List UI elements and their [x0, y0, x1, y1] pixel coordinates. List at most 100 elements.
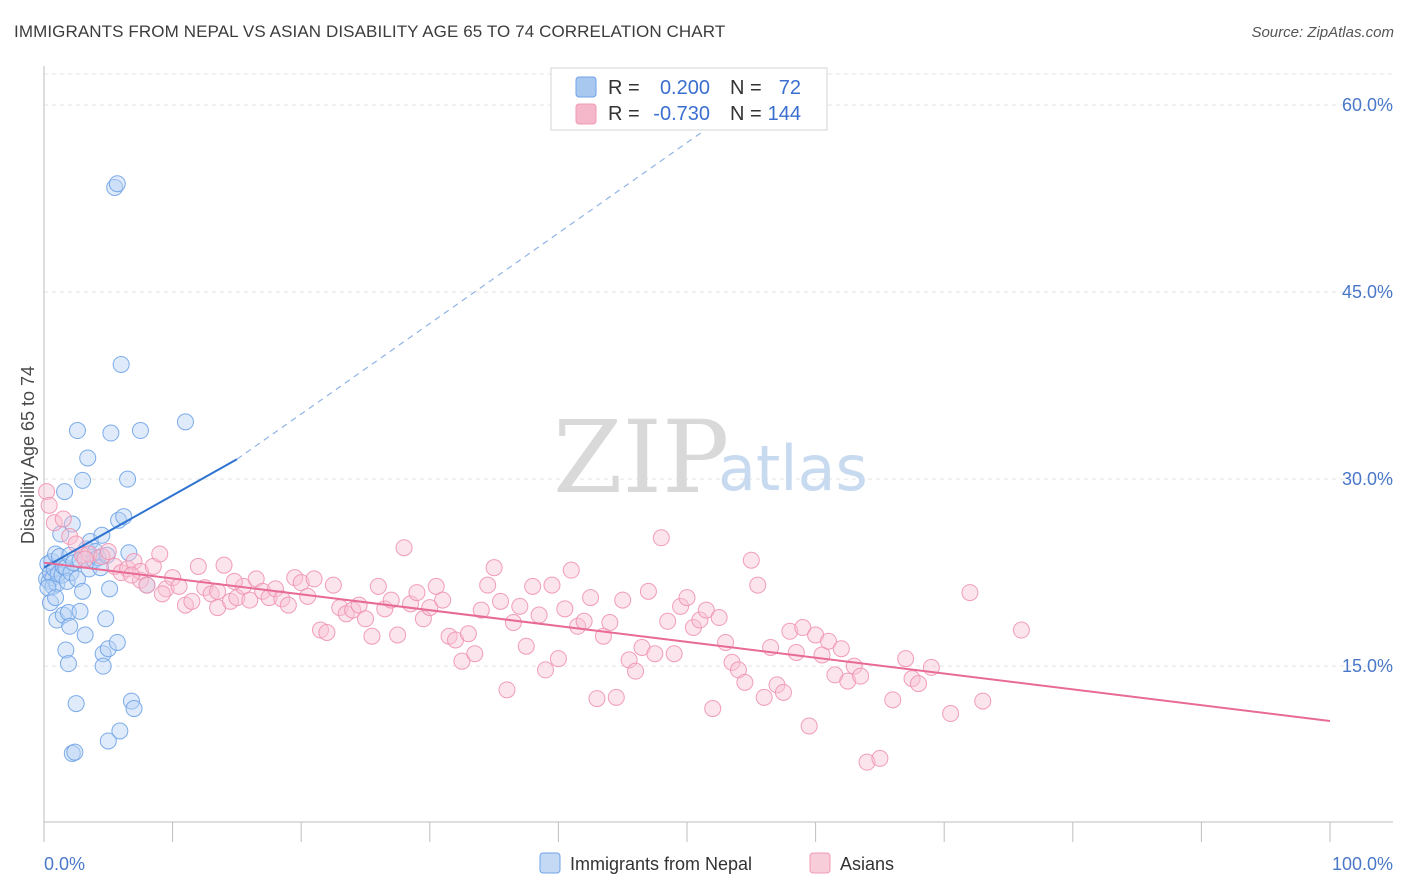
asians-point-85 — [575, 612, 593, 630]
legend-n-value-2: 144 — [768, 103, 801, 125]
asians-point-131 — [884, 691, 902, 709]
asians-point-69 — [472, 601, 490, 619]
asians-point-13 — [125, 552, 143, 570]
nepal-point-4 — [41, 594, 59, 612]
asians-point-98 — [659, 612, 677, 630]
asians-point-79 — [537, 661, 555, 679]
asians-point-0 — [38, 483, 56, 501]
asians-point-75 — [511, 597, 529, 615]
asians-point-80 — [543, 576, 561, 594]
nepal-point-21 — [58, 572, 76, 590]
asians-point-140 — [76, 550, 94, 568]
asians-point-38 — [273, 590, 291, 608]
asians-point-24 — [189, 557, 207, 575]
asians-point-67 — [459, 625, 477, 643]
chart-source: Source: ZipAtlas.com — [1251, 24, 1394, 41]
y-tick-label-1: 30.0% — [1342, 469, 1393, 489]
asians-point-117 — [781, 622, 799, 640]
asians-point-76 — [517, 637, 535, 655]
nepal-point-48 — [94, 645, 112, 663]
asians-point-41 — [292, 574, 310, 592]
asians-point-137 — [961, 584, 979, 602]
asians-point-77 — [524, 577, 542, 595]
asians-point-74 — [504, 614, 522, 632]
y-tick-label-2: 45.0% — [1342, 282, 1393, 302]
asians-point-72 — [492, 592, 510, 610]
asians-point-18 — [151, 545, 169, 563]
legend-swatch-nepal — [575, 76, 597, 98]
asians-point-62 — [427, 577, 445, 595]
series-nepal-points — [38, 175, 194, 762]
asians-point-130 — [871, 749, 889, 767]
asians-point-110 — [736, 673, 754, 691]
asians-point-81 — [549, 650, 567, 668]
asians-point-56 — [389, 626, 407, 644]
legend-swatch-asians — [575, 103, 597, 125]
asians-point-95 — [639, 582, 657, 600]
asians-point-83 — [562, 561, 580, 579]
asians-point-52 — [363, 627, 381, 645]
watermark-zip: ZIP — [553, 399, 729, 516]
asians-point-128 — [852, 667, 870, 685]
nepal-point-40 — [79, 449, 97, 467]
nepal-point-37 — [74, 471, 92, 489]
asians-point-120 — [800, 717, 818, 735]
asians-point-87 — [588, 690, 606, 708]
nepal-point-36 — [74, 582, 92, 600]
watermark-atlas: atlas — [718, 432, 868, 505]
nepal-point-19 — [57, 641, 75, 659]
asians-point-53 — [369, 577, 387, 595]
asians-point-57 — [395, 539, 413, 557]
series-asians-points — [38, 483, 1030, 771]
legend-box: R = 0.200 N = 72 R = -0.730 N = 144 — [550, 67, 828, 131]
nepal-point-18 — [56, 483, 74, 501]
trend-line-nepal-extension — [236, 105, 739, 460]
asians-point-103 — [691, 611, 709, 629]
nepal-point-50 — [97, 610, 115, 628]
asians-point-63 — [434, 591, 452, 609]
asians-point-96 — [646, 645, 664, 663]
nepal-point-61 — [112, 355, 130, 373]
x-tick-max: 100.0% — [1332, 854, 1393, 874]
asians-point-9 — [99, 542, 117, 560]
y-axis-label: Disability Age 65 to 74 — [18, 366, 38, 544]
nepal-point-26 — [62, 564, 80, 582]
asians-point-2 — [45, 514, 63, 532]
asians-point-71 — [485, 559, 503, 577]
asians-point-105 — [704, 700, 722, 718]
x-tick-min: 0.0% — [44, 854, 85, 874]
legend-r-value-2: -0.730 — [653, 103, 710, 125]
legend-r-value-1: 0.200 — [660, 77, 710, 99]
chart-title: IMMIGRANTS FROM NEPAL VS ASIAN DISABILIT… — [14, 22, 726, 41]
asians-point-33 — [241, 591, 259, 609]
asians-point-91 — [614, 591, 632, 609]
asians-point-129 — [858, 753, 876, 771]
nepal-point-53 — [99, 732, 117, 750]
asians-point-43 — [305, 570, 323, 588]
legend-n-label-2: N = — [730, 103, 762, 125]
asians-point-132 — [897, 650, 915, 668]
asians-point-70 — [479, 576, 497, 594]
asians-point-59 — [408, 584, 426, 602]
nepal-point-60 — [111, 722, 129, 740]
asians-point-134 — [909, 675, 927, 693]
nepal-point-30 — [66, 743, 84, 761]
asians-point-78 — [530, 606, 548, 624]
legend-r-label-1: R = — [608, 77, 640, 99]
asians-point-116 — [774, 683, 792, 701]
nepal-point-33 — [68, 422, 86, 440]
asians-point-82 — [556, 600, 574, 618]
asians-point-113 — [755, 688, 773, 706]
nepal-point-32 — [68, 570, 86, 588]
nepal-point-67 — [131, 422, 149, 440]
asians-point-51 — [357, 610, 374, 628]
nepal-point-49 — [94, 657, 112, 675]
nepal-point-54 — [101, 580, 119, 598]
asians-point-104 — [697, 601, 715, 619]
nepal-point-22 — [59, 655, 77, 673]
asians-point-112 — [749, 576, 767, 594]
asians-point-68 — [466, 645, 484, 663]
nepal-point-38 — [76, 626, 94, 644]
asians-point-106 — [710, 609, 728, 627]
